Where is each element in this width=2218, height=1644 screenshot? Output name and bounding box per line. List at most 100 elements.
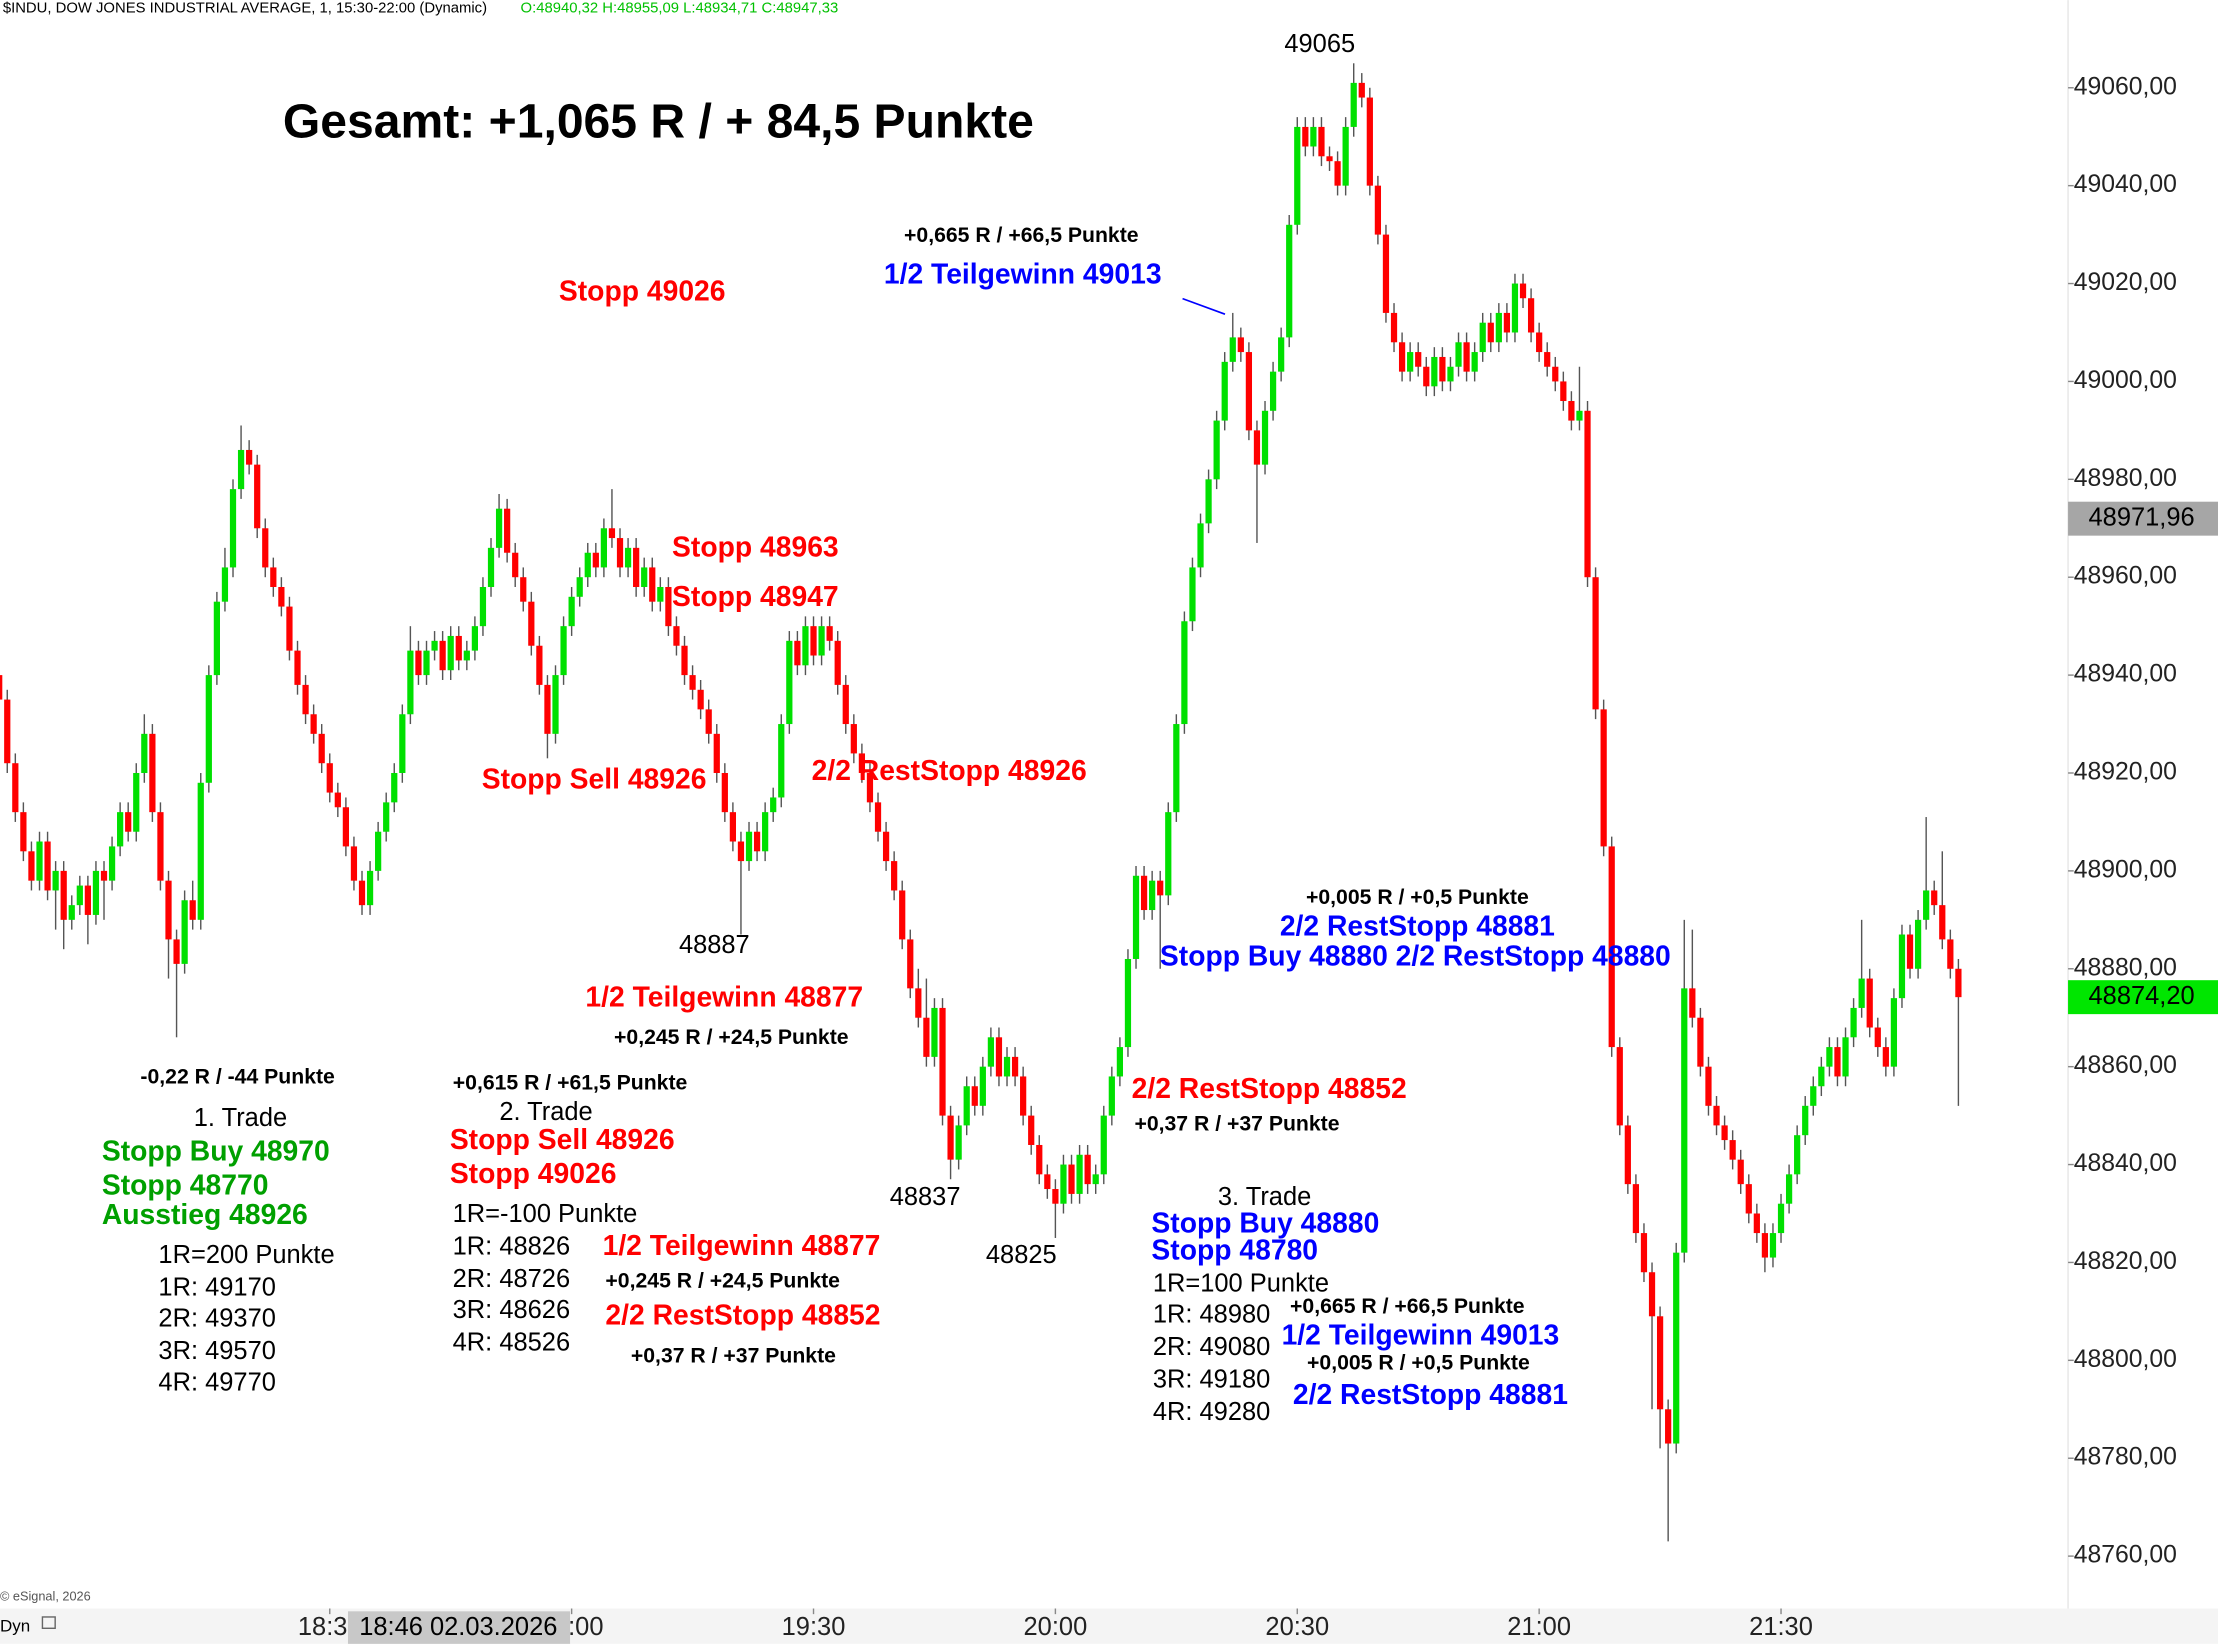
candle-body (1124, 958, 1132, 1048)
candle-body (141, 733, 148, 773)
candle-body (302, 684, 309, 715)
y-tick-label: 48860,00 (2074, 1052, 2177, 1079)
x-tick-label: 21:30 (1749, 1613, 1813, 1641)
candle-body (1697, 1017, 1704, 1067)
candle-body (802, 626, 809, 666)
candle-body (705, 709, 712, 734)
candle-body (1834, 1047, 1841, 1077)
candle-body (1431, 356, 1438, 387)
candle-body (1874, 1027, 1881, 1048)
candle-body (1221, 361, 1228, 421)
candle-body (1898, 934, 1906, 999)
candle-body (504, 508, 511, 553)
candle-body (794, 640, 801, 666)
candle-body (673, 626, 680, 646)
candle-body (1471, 352, 1478, 372)
annotation: Stopp 48963 (672, 530, 839, 562)
candle-body (1487, 322, 1494, 343)
candle-body (1253, 430, 1261, 465)
candle-body (1415, 352, 1422, 367)
candle-body (987, 1037, 995, 1067)
candle-body (955, 1125, 962, 1160)
candle-body (350, 846, 358, 881)
candle-body (1745, 1184, 1752, 1214)
candle-body (84, 885, 91, 915)
candle-body (1777, 1203, 1785, 1234)
candle-body (1020, 1076, 1027, 1116)
candle-body (1108, 1076, 1115, 1116)
candle-body (1568, 401, 1575, 421)
annotation: +0,245 R / +24,5 Punkte (605, 1269, 840, 1292)
annotation: 2/2 RestStopp 48852 (605, 1299, 880, 1331)
candle-body (1116, 1047, 1124, 1077)
candle-body (286, 606, 293, 651)
candle-body (1447, 366, 1454, 382)
candle-body (1318, 126, 1325, 157)
candle-body (592, 552, 599, 568)
candle-body (616, 538, 624, 568)
candle-body (52, 870, 59, 891)
candle-body (899, 890, 906, 940)
candle-body (165, 880, 172, 940)
annotation: +0,245 R / +24,5 Punkte (614, 1026, 849, 1049)
candle-body (1802, 1105, 1809, 1136)
candle-body (133, 772, 140, 832)
y-tick-label: 48920,00 (2074, 759, 2177, 786)
candle-body (1673, 1252, 1680, 1444)
crosshair-time-box (347, 1611, 571, 1644)
candle-body (415, 650, 422, 676)
candle-body (189, 900, 196, 920)
annotation: Stopp 49026 (450, 1157, 617, 1189)
annotation: 1/2 Teilgewinn 48877 (603, 1229, 881, 1261)
candle-body (624, 547, 632, 568)
candle-body (947, 1115, 954, 1160)
candle-body (1261, 410, 1269, 465)
candle-body (689, 675, 696, 690)
candle-body (366, 870, 374, 906)
candle-body (576, 577, 583, 597)
annotation: 1R=100 Punkte (1153, 1269, 1329, 1297)
candle-body (1576, 410, 1583, 421)
candle-body (197, 782, 204, 920)
candle-body (1052, 1189, 1059, 1204)
candle-body (20, 812, 27, 852)
candle-body (1366, 97, 1373, 186)
candle-body (1560, 381, 1567, 402)
candle-body (391, 772, 398, 803)
annotation: 2/2 RestStopp 48881 (1293, 1378, 1568, 1410)
candle-body (0, 675, 3, 700)
candle-body (1826, 1047, 1833, 1067)
candle-body (1076, 1154, 1083, 1194)
candle-body (1398, 342, 1406, 372)
candle-body (471, 626, 478, 651)
candle-body (770, 797, 777, 813)
copyright: © eSignal, 2026 (0, 1589, 91, 1604)
candle-body (1729, 1140, 1736, 1160)
annotation: 1R: 48826 (453, 1232, 570, 1260)
candle-body (1479, 322, 1486, 353)
annotation: Stopp Sell 48926 (450, 1123, 675, 1155)
lock-icon (41, 1616, 56, 1629)
annotation: 3. Trade (1218, 1183, 1311, 1211)
candle-body (931, 1007, 938, 1057)
candle-body (1044, 1174, 1051, 1190)
header-symbol: $INDU, DOW JONES INDUSTRIAL AVERAGE, 1, … (3, 1, 487, 17)
candle-body (1334, 161, 1341, 186)
annotations: Gesamt: +1,065 R / + 84,5 Punkte 49065 +0,… (102, 30, 1671, 1426)
candle-body (1181, 621, 1188, 725)
annotation: 3R: 49180 (1153, 1365, 1270, 1393)
candle-body (1503, 312, 1511, 333)
candle-body (1939, 905, 1946, 940)
candle-body (1632, 1184, 1640, 1234)
candle-body (36, 841, 43, 881)
candle-body (681, 645, 688, 676)
candle-body (1140, 875, 1148, 911)
annotation: -0,22 R / -44 Punkte (140, 1066, 335, 1089)
candle-body (923, 1017, 930, 1057)
candle-body (76, 885, 83, 906)
candle-body (1003, 1056, 1011, 1077)
candle-body (1205, 479, 1212, 524)
candle-body (246, 449, 253, 465)
candle-body (1245, 352, 1253, 431)
price-tag (2068, 501, 2218, 536)
